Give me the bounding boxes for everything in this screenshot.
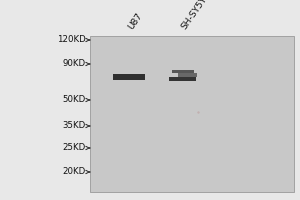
Bar — [172, 70, 194, 73]
Text: 20KD: 20KD — [62, 168, 85, 176]
Text: SH-SY5Y: SH-SY5Y — [180, 0, 209, 31]
Bar — [113, 74, 145, 80]
Bar — [169, 77, 196, 81]
Text: 50KD: 50KD — [62, 96, 85, 104]
Bar — [90, 36, 294, 192]
Bar — [178, 73, 197, 77]
Text: U87: U87 — [126, 11, 144, 31]
Text: 25KD: 25KD — [62, 144, 85, 152]
Text: 35KD: 35KD — [62, 121, 85, 130]
Text: 90KD: 90KD — [62, 60, 86, 68]
Text: 120KD: 120KD — [57, 36, 86, 45]
